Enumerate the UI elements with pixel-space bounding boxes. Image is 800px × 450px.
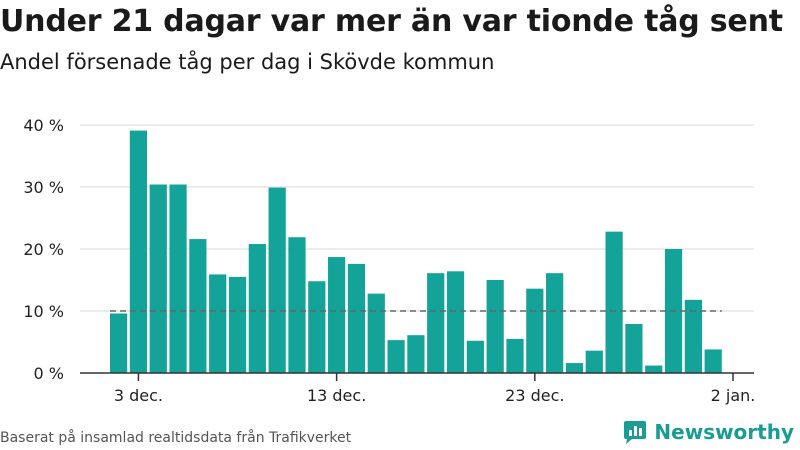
bar bbox=[288, 237, 306, 373]
bar bbox=[328, 257, 346, 373]
bar bbox=[149, 184, 167, 373]
bar bbox=[486, 280, 504, 373]
brand-name: Newsworthy bbox=[654, 420, 794, 444]
bar bbox=[645, 365, 663, 373]
bar bbox=[308, 281, 326, 373]
bar bbox=[129, 130, 148, 373]
x-axis-labels: 3 dec. 13 dec. 23 dec. 2 jan. bbox=[114, 373, 756, 405]
bar bbox=[546, 273, 564, 373]
newsworthy-logo-icon bbox=[624, 421, 647, 444]
bar bbox=[347, 263, 366, 373]
brand-logo: Newsworthy bbox=[622, 419, 794, 445]
bar bbox=[704, 349, 722, 373]
x-tick-label: 2 jan. bbox=[711, 386, 756, 405]
bar bbox=[268, 187, 286, 373]
bar bbox=[625, 324, 643, 373]
y-tick-label: 20 % bbox=[23, 240, 64, 259]
chart-title: Under 21 dagar var mer än var tionde tåg… bbox=[0, 4, 783, 39]
chart-subtitle: Andel försenade tåg per dag i Skövde kom… bbox=[0, 50, 495, 74]
y-tick-label: 40 % bbox=[23, 116, 64, 135]
x-tick-label: 13 dec. bbox=[307, 386, 366, 405]
bar-chart: 0 % 10 % 20 % 30 % 40 % 3 dec. 13 dec. 23 dec.… bbox=[23, 116, 756, 405]
x-tick-label: 3 dec. bbox=[114, 386, 163, 405]
bar bbox=[684, 299, 702, 373]
bar bbox=[209, 274, 227, 373]
source-note: Baserat på insamlad realtidsdata från Tr… bbox=[0, 430, 352, 446]
y-axis-labels: 0 % 10 % 20 % 30 % 40 % bbox=[23, 116, 64, 383]
bar bbox=[446, 271, 465, 373]
bar bbox=[169, 184, 187, 373]
bar bbox=[506, 338, 524, 373]
bar bbox=[367, 293, 385, 373]
bar bbox=[585, 350, 603, 373]
bar bbox=[605, 231, 623, 373]
bars bbox=[110, 130, 722, 373]
bar bbox=[189, 239, 207, 373]
bar bbox=[110, 313, 128, 373]
bar bbox=[565, 363, 584, 373]
bar bbox=[407, 335, 425, 373]
y-tick-label: 0 % bbox=[34, 364, 64, 383]
y-tick-label: 10 % bbox=[23, 302, 64, 321]
bar bbox=[387, 340, 405, 373]
bar bbox=[228, 276, 247, 373]
bar bbox=[248, 244, 266, 373]
bar bbox=[427, 273, 445, 373]
bar bbox=[466, 340, 484, 373]
bar bbox=[526, 288, 544, 373]
y-tick-label: 30 % bbox=[23, 178, 64, 197]
x-tick-label: 23 dec. bbox=[505, 386, 564, 405]
